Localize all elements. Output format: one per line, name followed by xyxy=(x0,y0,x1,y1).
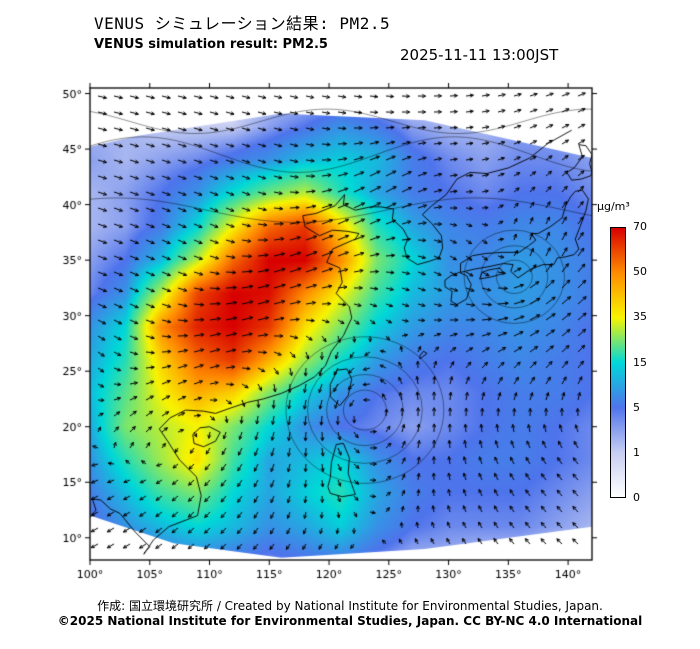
datetime-label: 2025-11-11 13:00JST xyxy=(400,46,559,64)
colorbar-tick-label: 50 xyxy=(633,265,647,279)
colorbar-tick-label: 5 xyxy=(633,400,640,414)
colorbar-tick-label: 15 xyxy=(633,355,647,369)
colorbar-unit-label: µg/m³ xyxy=(597,200,630,213)
colorbar-tick-labels: 0 1 5 15 35 50 70 xyxy=(626,220,660,504)
colorbar-gradient xyxy=(610,227,626,498)
credit-line: 作成: 国立環境研究所 / Created by National Instit… xyxy=(97,599,603,613)
colorbar: 0 1 5 15 35 50 70 xyxy=(610,220,647,504)
colorbar-tick-label: 1 xyxy=(633,445,640,459)
colorbar-tick-label: 0 xyxy=(633,491,640,504)
title-english: VENUS simulation result: PM2.5 xyxy=(94,37,328,52)
title-japanese: VENUS シミュレーション結果: PM2.5 xyxy=(94,14,391,33)
colorbar-tick-label: 35 xyxy=(633,310,647,324)
colorbar-tick-label: 70 xyxy=(633,220,647,233)
license-line: ©2025 National Institute for Environment… xyxy=(57,614,643,628)
